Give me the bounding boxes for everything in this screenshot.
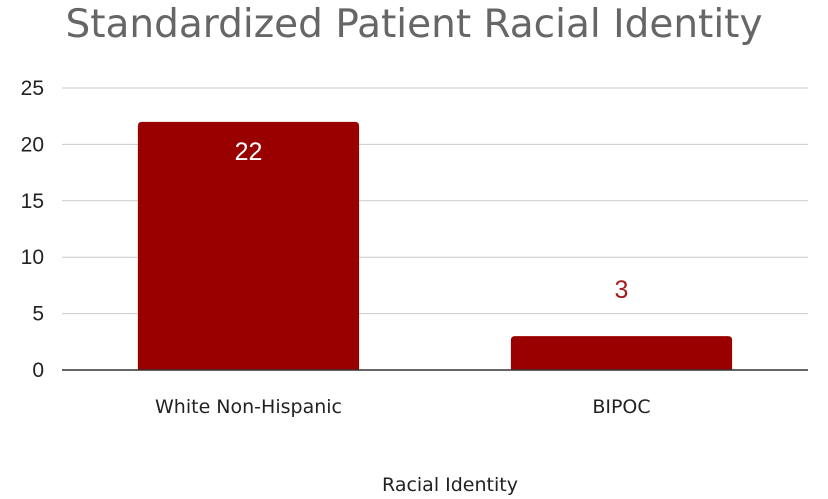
y-tick-label: 5: [32, 303, 44, 326]
x-axis-category-labels: White Non-Hispanic BIPOC: [155, 396, 651, 418]
x-category-label: BIPOC: [592, 396, 650, 418]
bars: [137, 121, 733, 370]
x-category-label: White Non-Hispanic: [155, 396, 342, 418]
y-tick-label: 10: [21, 246, 44, 269]
data-label: 22: [235, 138, 263, 166]
y-tick-label: 20: [21, 133, 44, 156]
data-labels: 22 3: [235, 138, 629, 304]
y-axis-tick-labels: 0 5 10 15 20 25: [21, 77, 44, 382]
y-tick-label: 25: [21, 77, 44, 100]
bar: [510, 336, 733, 370]
chart-title: Standardized Patient Racial Identity: [65, 2, 763, 47]
bar: [137, 121, 360, 370]
y-tick-label: 15: [21, 190, 44, 213]
x-axis-title: Racial Identity: [382, 474, 518, 496]
y-tick-label: 0: [32, 359, 44, 382]
data-label: 3: [615, 276, 629, 304]
